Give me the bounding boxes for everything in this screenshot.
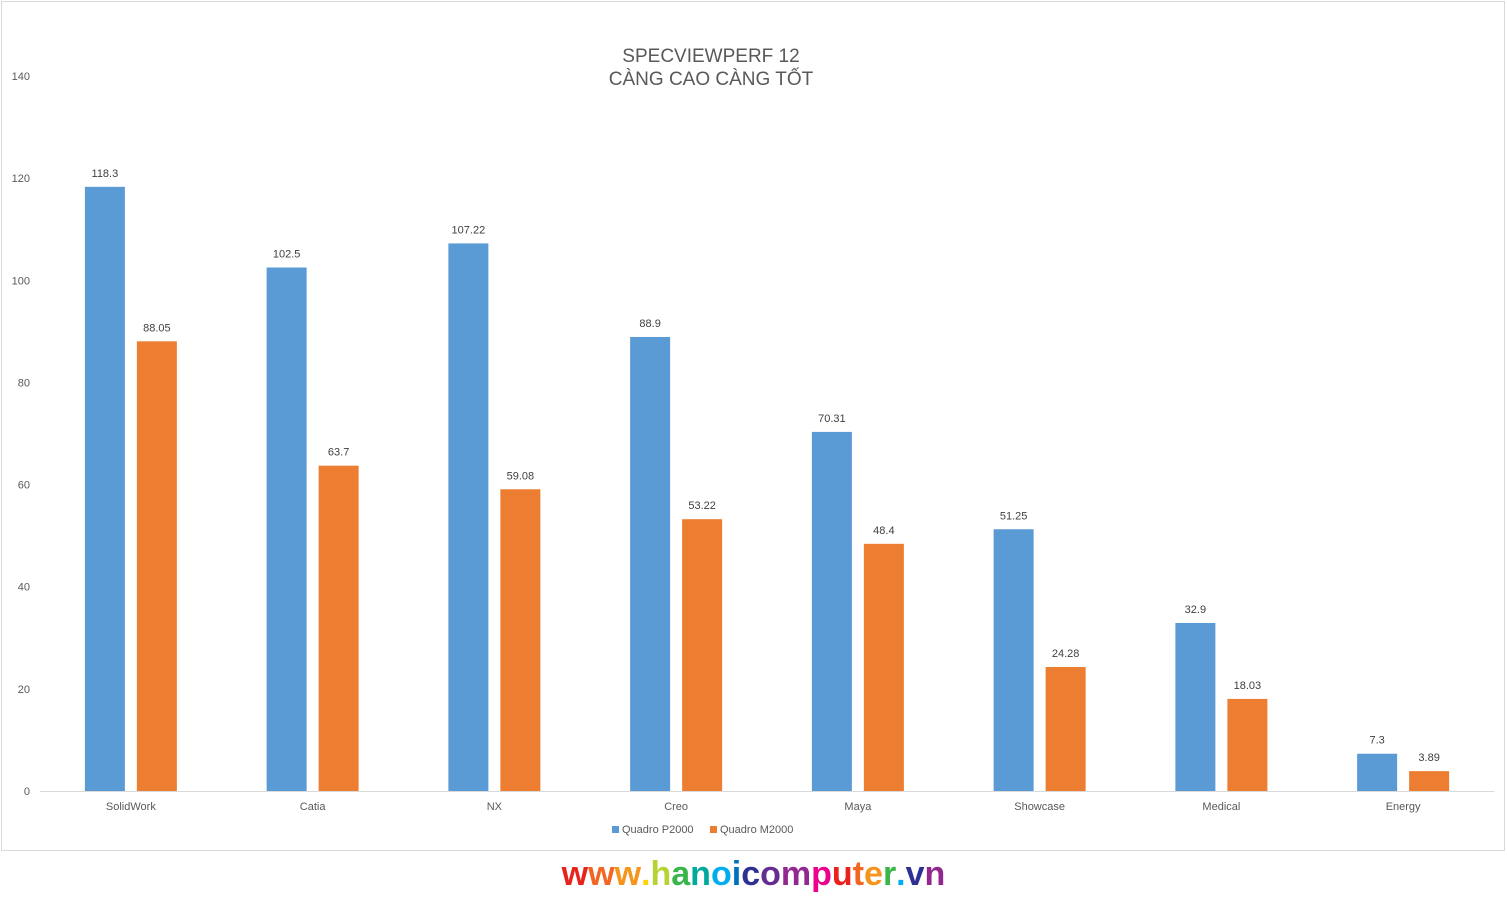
bar-quadro-m2000-medical (1227, 698, 1268, 791)
y-tick-label: 120 (12, 173, 30, 185)
bar-quadro-p2000-energy (1357, 753, 1398, 791)
chart-frame: SPECVIEWPERF 12 CÀNG CAO CÀNG TỐT 0 20 40 6… (1, 1, 1505, 851)
y-axis: 0 20 40 60 80 100 120 140 (12, 71, 30, 798)
data-label: 107.22 (452, 224, 486, 236)
bar-quadro-p2000-medical (1175, 622, 1216, 791)
bar-quadro-p2000-solidwork (84, 186, 125, 791)
y-tick-label: 100 (12, 275, 30, 287)
bar-chart: SPECVIEWPERF 12 CÀNG CAO CÀNG TỐT 0 20 40 6… (12, 46, 1494, 836)
bar-quadro-m2000-maya (863, 543, 904, 791)
data-label: 102.5 (273, 249, 301, 261)
x-tick-label: Medical (1202, 801, 1240, 813)
data-label: 53.22 (688, 500, 716, 512)
data-label: 59.08 (507, 470, 535, 482)
bar-quadro-p2000-nx (448, 243, 489, 792)
legend-label: Quadro P2000 (622, 824, 694, 836)
bar-quadro-p2000-catia (266, 267, 307, 792)
data-label: 51.25 (1000, 510, 1028, 522)
legend: Quadro P2000 Quadro M2000 (612, 824, 793, 836)
chart-title-line-2: CÀNG CAO CÀNG TỐT (609, 68, 814, 90)
x-tick-label: Catia (300, 801, 327, 813)
legend-label: Quadro M2000 (720, 824, 793, 836)
y-tick-label: 60 (18, 480, 30, 492)
bar-quadro-m2000-nx (500, 489, 541, 791)
data-label: 88.05 (143, 322, 171, 334)
data-label: 3.89 (1418, 752, 1439, 764)
bar-quadro-m2000-creo (682, 519, 723, 791)
y-tick-label: 80 (18, 377, 30, 389)
bar-quadro-m2000-catia (318, 465, 359, 791)
x-tick-label: Maya (844, 801, 872, 813)
bar-quadro-m2000-showcase (1045, 666, 1086, 791)
data-label: 7.3 (1369, 735, 1384, 747)
bar-quadro-p2000-creo (630, 336, 671, 791)
y-tick-label: 0 (24, 786, 30, 798)
x-tick-label: NX (487, 801, 503, 813)
data-label: 18.03 (1234, 680, 1262, 692)
y-tick-label: 140 (12, 71, 30, 83)
data-label: 24.28 (1052, 648, 1080, 660)
data-labels-group: 118.3 88.05 102.5 63.7 107.22 59.08 88.9 53.22 7… (92, 168, 1440, 764)
bar-quadro-m2000-energy (1409, 771, 1450, 791)
data-label: 32.9 (1185, 604, 1206, 616)
x-tick-label: Showcase (1014, 801, 1065, 813)
legend-swatch (710, 826, 717, 833)
data-label: 70.31 (818, 413, 846, 425)
data-label: 63.7 (328, 447, 349, 459)
bar-quadro-m2000-solidwork (136, 341, 177, 791)
x-axis: SolidWork Catia NX Creo Maya Showcase Medical E… (106, 801, 1421, 813)
bar-quadro-p2000-showcase (993, 529, 1034, 791)
watermark: www.hanoicomputer.vn (561, 855, 946, 893)
data-label: 48.4 (873, 525, 894, 537)
bar-quadro-p2000-maya (811, 431, 852, 791)
y-tick-label: 40 (18, 582, 30, 594)
data-label: 118.3 (92, 168, 119, 180)
y-tick-label: 20 (18, 684, 30, 696)
x-tick-label: Energy (1386, 801, 1421, 813)
x-tick-label: SolidWork (106, 801, 156, 813)
data-label: 88.9 (639, 318, 660, 330)
legend-swatch (612, 826, 619, 833)
chart-title-line-1: SPECVIEWPERF 12 (622, 46, 799, 67)
x-tick-label: Creo (664, 801, 688, 813)
bars-group (84, 186, 1450, 792)
